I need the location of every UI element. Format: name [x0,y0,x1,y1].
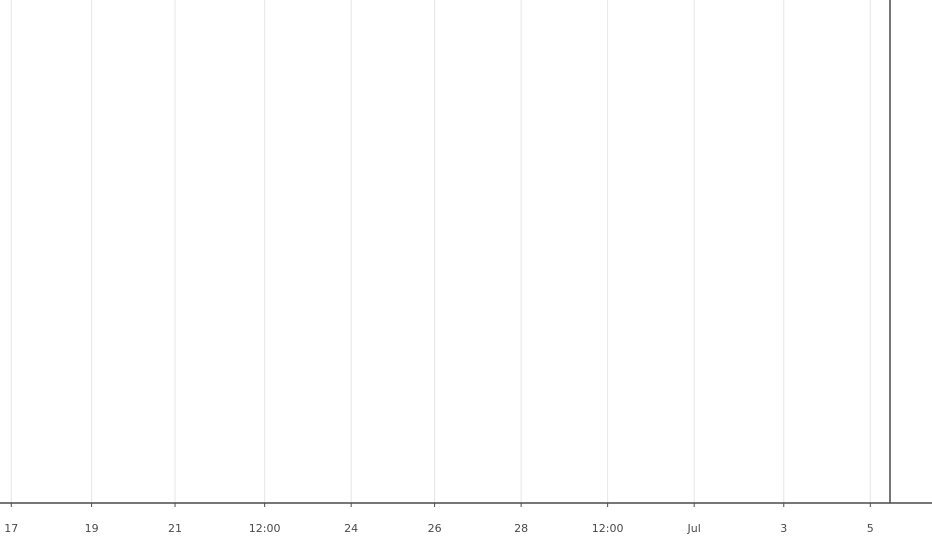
grid-lines [10,0,871,503]
x-tick-label: 12:00 [592,522,624,535]
axes: 14000.013000.012000.010400.09800.09200.0… [0,0,932,535]
x-tick-label: 21 [168,522,182,535]
x-tick-label: 19 [85,522,99,535]
x-tick-label: Jul [687,522,701,535]
x-tick-label: 3 [780,522,787,535]
x-tick-label: 26 [428,522,442,535]
x-tick-label: 5 [867,522,874,535]
x-tick-label: 28 [514,522,528,535]
x-tick-label: 24 [344,522,358,535]
x-tick-label: 12:00 [249,522,281,535]
x-tick-label: 17 [4,522,18,535]
